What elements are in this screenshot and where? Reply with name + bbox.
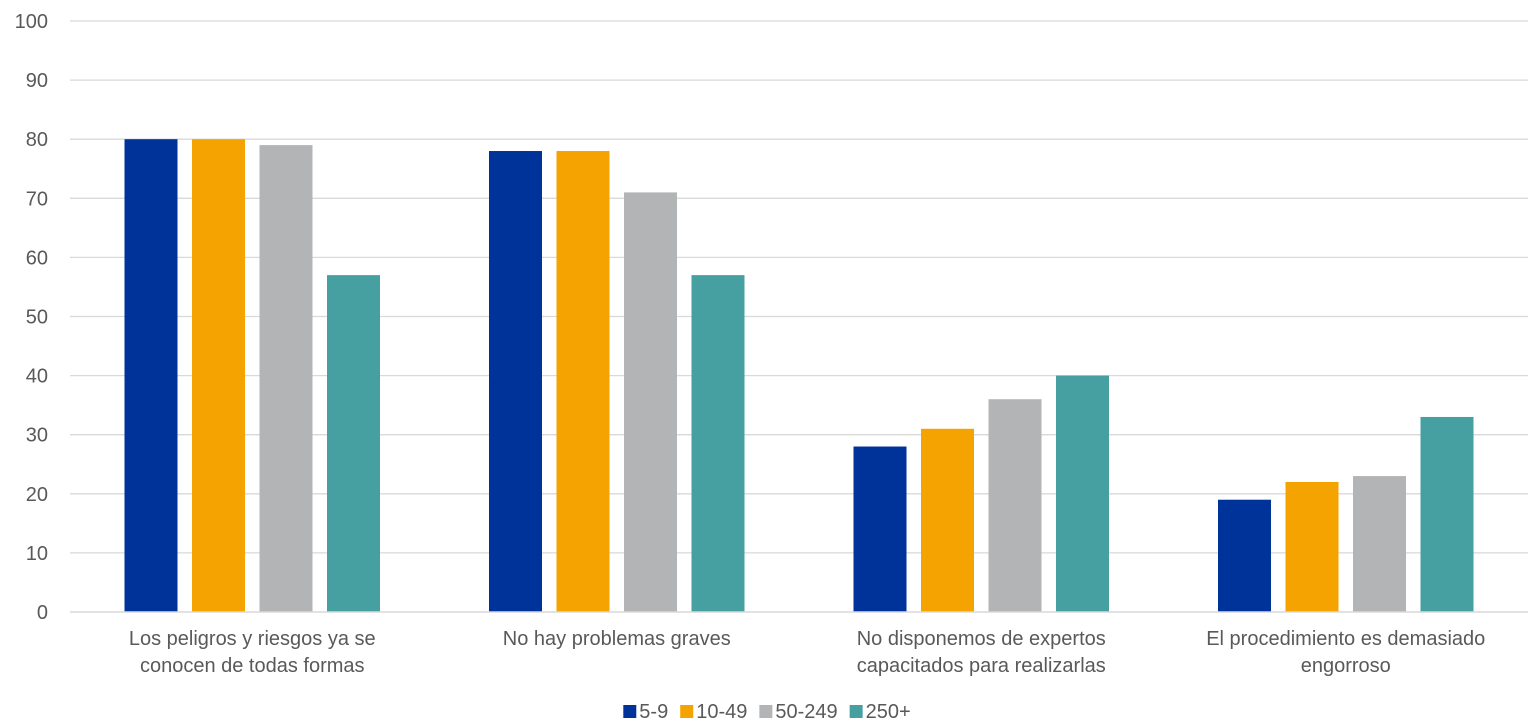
- category-labels: Los peligros y riesgos ya se conocen de t…: [129, 628, 1485, 677]
- bar-250+-cat2: [691, 275, 745, 612]
- category-label-line: No hay problemas graves: [503, 628, 731, 650]
- bar-50-249-cat4: [1353, 476, 1406, 612]
- bar-5-9-cat4: [1218, 499, 1271, 612]
- y-tick-label: 30: [26, 425, 48, 447]
- category-label-line: capacitados para realizarlas: [857, 655, 1106, 677]
- y-tick-label: 70: [26, 188, 48, 210]
- y-tick-label: 100: [15, 11, 48, 33]
- category-label: El procedimiento es demasiado engorroso: [1206, 628, 1485, 677]
- category-label: No disponemos de expertos capacitados par…: [857, 628, 1106, 677]
- bar-5-9-cat3: [853, 446, 907, 612]
- bar-50-249-cat1: [259, 145, 313, 613]
- legend-label-5-9: 5-9: [639, 701, 668, 723]
- bar-10-49-cat3: [921, 428, 974, 612]
- category-label-line: El procedimiento es demasiado: [1206, 628, 1485, 650]
- legend-swatch-5-9: [623, 705, 637, 718]
- legend-swatch-250+: [849, 705, 863, 718]
- legend-label-10-49: 10-49: [696, 701, 747, 723]
- y-tick-label: 90: [26, 70, 48, 92]
- bars: [124, 139, 1474, 613]
- y-tick-label: 0: [37, 602, 48, 624]
- category-label-line: Los peligros y riesgos ya se: [129, 628, 376, 650]
- bar-10-49-cat2: [556, 151, 610, 612]
- gridlines: [70, 20, 1528, 554]
- legend: 5-9 10-49 50-249 250+: [623, 701, 911, 723]
- bar-50-249-cat2: [624, 192, 677, 612]
- y-tick-label: 50: [26, 307, 48, 329]
- y-axis-tick-labels: 0 10 20 30 40 50 60 70 80 90 100: [15, 11, 48, 624]
- y-tick-label: 10: [26, 543, 48, 565]
- bar-50-249-cat3: [988, 399, 1042, 612]
- bar-5-9-cat1: [124, 139, 178, 612]
- y-tick-label: 20: [26, 484, 48, 506]
- category-label: No hay problemas graves: [503, 628, 731, 650]
- bar-250+-cat3: [1056, 375, 1109, 612]
- legend-swatch-10-49: [680, 705, 694, 718]
- bar-5-9-cat2: [489, 151, 542, 612]
- y-tick-label: 40: [26, 366, 48, 388]
- legend-label-50-249: 50-249: [775, 701, 837, 723]
- bar-250+-cat4: [1420, 416, 1474, 612]
- y-tick-label: 80: [26, 129, 48, 151]
- bar-10-49-cat4: [1285, 481, 1339, 612]
- legend-swatch-50-249: [759, 705, 773, 718]
- category-label-line: No disponemos de expertos: [857, 628, 1106, 650]
- category-label-line: conocen de todas formas: [140, 655, 365, 677]
- category-label: Los peligros y riesgos ya se conocen de t…: [129, 628, 376, 677]
- bar-10-49-cat1: [192, 139, 245, 612]
- legend-label-250+: 250+: [866, 701, 911, 723]
- bar-250+-cat1: [327, 275, 380, 612]
- y-tick-label: 60: [26, 247, 48, 269]
- category-label-line: engorroso: [1301, 655, 1391, 677]
